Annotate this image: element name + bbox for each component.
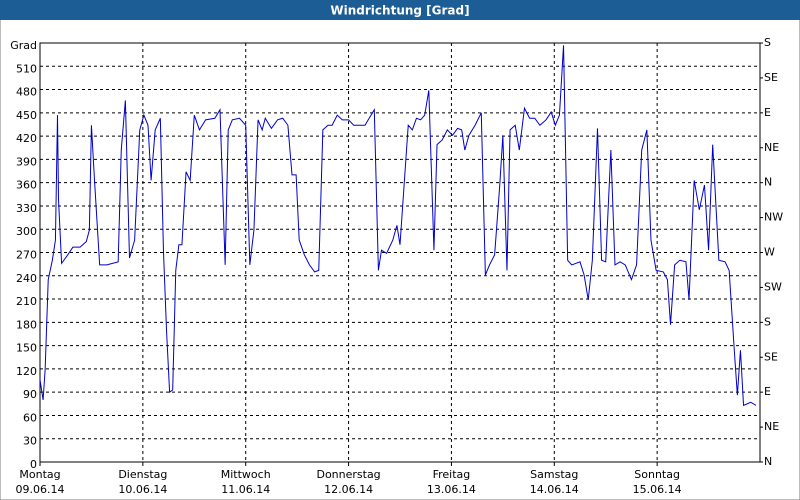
x-tick-date: 11.06.14 <box>221 483 270 496</box>
y-tick-label: Grad <box>10 39 37 52</box>
y-tick-label: 120 <box>16 365 37 378</box>
y2-tick-label: N <box>764 455 772 468</box>
x-tick-label: Samstag <box>530 468 578 481</box>
x-tick-label: Freitag <box>433 468 471 481</box>
y-tick-label: 510 <box>16 62 37 75</box>
x-tick-label: Montag <box>19 468 60 481</box>
x-tick-date: 10.06.14 <box>118 483 167 496</box>
y2-tick-label: W <box>764 246 775 259</box>
y-tick-label: 270 <box>16 249 37 262</box>
x-tick-date: 12.06.14 <box>324 483 373 496</box>
x-tick-label: Sonntag <box>634 468 680 481</box>
x-tick-label: Dienstag <box>118 468 167 481</box>
x-tick-date: 15.06.14 <box>633 483 682 496</box>
data-line <box>39 45 757 407</box>
y-tick-label: 30 <box>23 435 37 448</box>
y-tick-label: 150 <box>16 342 37 355</box>
y-tick-label: 450 <box>16 109 37 122</box>
y2-tick-label: SE <box>764 71 778 84</box>
x-tick-label: Mittwoch <box>221 468 271 481</box>
title-bar <box>0 0 800 20</box>
y-tick-label: 330 <box>16 202 37 215</box>
y2-tick-label: E <box>764 106 771 119</box>
y2-tick-label: SW <box>764 280 782 293</box>
y-tick-label: 210 <box>16 295 37 308</box>
x-tick-label: Donnerstag <box>316 468 380 481</box>
x-tick-date: 09.06.14 <box>16 483 65 496</box>
y-tick-label: 420 <box>16 132 37 145</box>
y2-tick-label: NW <box>764 211 783 224</box>
y2-tick-label: S <box>764 36 771 49</box>
y-tick-label: 240 <box>16 272 37 285</box>
y2-tick-label: NE <box>764 420 779 433</box>
y-tick-label: 180 <box>16 318 37 331</box>
y-tick-label: 0 <box>30 458 37 471</box>
x-tick-date: 13.06.14 <box>427 483 476 496</box>
y2-tick-label: E <box>764 385 771 398</box>
y2-tick-label: S <box>764 315 771 328</box>
x-tick-date: 14.06.14 <box>530 483 579 496</box>
y2-tick-label: NE <box>764 141 779 154</box>
y-tick-label: 360 <box>16 179 37 192</box>
y-tick-label: 60 <box>23 411 37 424</box>
y2-tick-label: SE <box>764 350 778 363</box>
chart-title: Windrichtung [Grad] <box>330 4 469 18</box>
y2-tick-label: N <box>764 176 772 189</box>
y-tick-label: 390 <box>16 155 37 168</box>
y-tick-label: 300 <box>16 225 37 238</box>
y-tick-label: 480 <box>16 86 37 99</box>
y-tick-label: 90 <box>23 388 37 401</box>
